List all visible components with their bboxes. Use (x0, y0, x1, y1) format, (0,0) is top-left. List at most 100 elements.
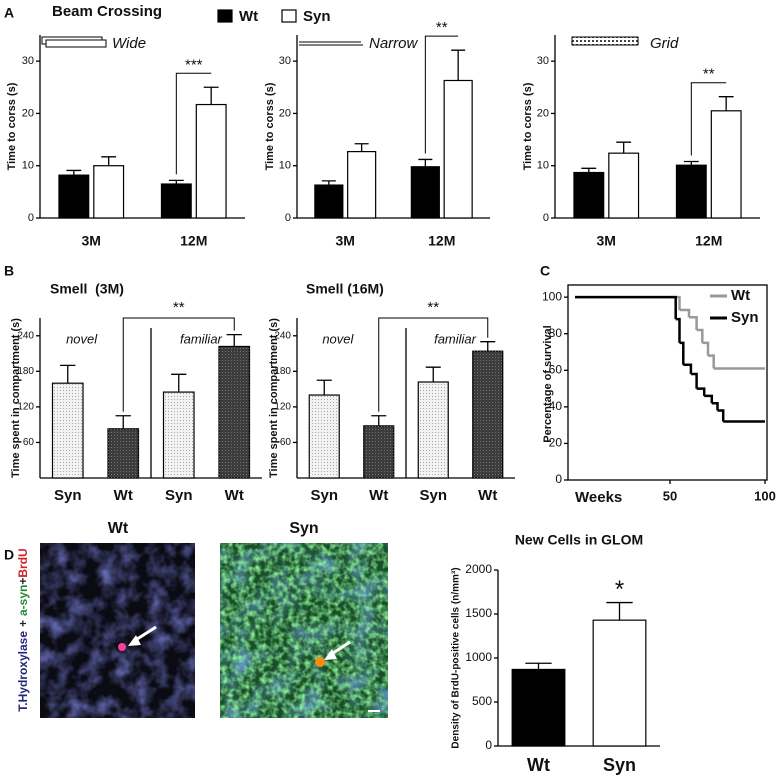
survival-step (690, 372, 698, 389)
legend-label: Wt (731, 287, 750, 304)
x-tick-label: Syn (603, 755, 636, 775)
y-tick-label: 60 (549, 362, 563, 376)
legend-label: Syn (303, 8, 331, 25)
survival-step (704, 394, 714, 404)
region-label: novel (66, 331, 98, 346)
y-tick-label: 180 (274, 366, 291, 377)
y-axis-label: Time to corss (s) (6, 82, 18, 170)
arrow-head (324, 649, 337, 660)
chart-title: Smell (3M) (50, 281, 124, 297)
survival-step (711, 401, 719, 411)
condition-icon (299, 41, 363, 46)
y-axis-label: Time spent in compartment (s) (10, 318, 22, 478)
significance-label: ** (436, 19, 448, 36)
y-tick-label: 20 (22, 107, 34, 119)
stain-label: T.Hydroxylase+a-syn+BrdU (16, 548, 30, 711)
error-bar (321, 180, 336, 186)
x-tick-label: Syn (54, 487, 82, 504)
image-label: Wt (108, 520, 129, 537)
y-tick-label: 2000 (465, 562, 492, 576)
error-bar (418, 158, 433, 167)
survival-step (575, 295, 677, 320)
y-axis-label: Time to corss (s) (522, 82, 534, 170)
cell (118, 643, 126, 651)
bar (107, 428, 140, 479)
condition-icon (571, 36, 639, 46)
y-tick-label: 180 (17, 366, 34, 377)
error-bar (66, 169, 82, 176)
x-tick-label: 3M (336, 233, 355, 249)
significance-label: ** (173, 299, 185, 316)
bar (511, 668, 566, 747)
x-tick-label: 12M (428, 233, 455, 249)
region-label: novel (322, 331, 354, 346)
panel-label: D (4, 547, 14, 563)
x-tick-label: Syn (165, 487, 193, 504)
y-tick-label: 0 (543, 212, 549, 224)
y-tick-label: 1500 (465, 606, 492, 620)
error-bar (316, 379, 332, 396)
survival-step (696, 328, 704, 343)
bar (410, 166, 440, 219)
error-bar (425, 366, 441, 382)
error-bar (480, 341, 496, 352)
bar (417, 381, 449, 479)
bar (592, 619, 647, 747)
bar (162, 391, 195, 479)
x-tick-label: Wt (369, 487, 388, 504)
error-bar (581, 167, 597, 173)
error-bar (354, 143, 369, 152)
x-tick-label: Syn (419, 487, 447, 504)
micrograph-syn (220, 543, 388, 718)
y-tick-label: 1000 (465, 650, 492, 664)
survival-step (696, 387, 706, 396)
x-tick-label: 100 (754, 488, 776, 503)
x-tick-label: Wt (114, 487, 133, 504)
significance-bracket (378, 317, 489, 412)
x-tick-label: Syn (310, 487, 338, 504)
y-tick-label: 120 (274, 402, 291, 413)
y-tick-label: 20 (279, 107, 291, 119)
error-bar (451, 49, 466, 81)
y-tick-label: 80 (549, 326, 563, 340)
panel-label: B (4, 263, 14, 279)
stain-label-part: BrdU (16, 548, 30, 577)
condition-label: Wide (112, 35, 146, 52)
bar (443, 79, 473, 219)
chart-title: New Cells in GLOM (515, 532, 643, 548)
bar (573, 171, 605, 219)
x-tick-label: 3M (597, 233, 616, 249)
significance-label: ** (703, 66, 715, 83)
arrow-head (128, 635, 141, 646)
y-tick-label: 20 (537, 107, 549, 119)
y-tick-label: 20 (549, 436, 563, 450)
stain-label-part: + (16, 620, 30, 627)
image-texture (220, 543, 388, 718)
y-tick-label: 240 (17, 330, 34, 341)
legend-swatch (281, 9, 297, 23)
error-bar (683, 160, 699, 166)
y-axis-label: Percentage of survival (542, 325, 554, 442)
y-axis-label: Density of BrdU-positive cells (n/mm³) (451, 567, 462, 748)
x-tick-label: Wt (225, 487, 244, 504)
y-tick-label: 60 (280, 437, 292, 448)
survival-step (683, 363, 693, 374)
cell (315, 657, 325, 667)
y-tick-label: 0 (28, 212, 34, 224)
image-texture (40, 543, 195, 718)
y-tick-label: 30 (22, 55, 34, 67)
error-bar (171, 373, 187, 393)
chart-title: Beam Crossing (52, 3, 162, 20)
significance-bracket (424, 35, 459, 154)
y-tick-label: 0 (485, 738, 492, 752)
stain-label-part: + (16, 578, 30, 585)
survival-step (708, 354, 715, 369)
legend-label: Syn (731, 309, 759, 326)
y-tick-label: 60 (23, 437, 35, 448)
bar (314, 184, 344, 219)
survival-step (689, 316, 698, 331)
y-tick-label: 240 (274, 330, 291, 341)
y-tick-label: 10 (279, 160, 291, 172)
x-tick-label: Wt (527, 755, 550, 775)
survival-step (679, 308, 691, 318)
